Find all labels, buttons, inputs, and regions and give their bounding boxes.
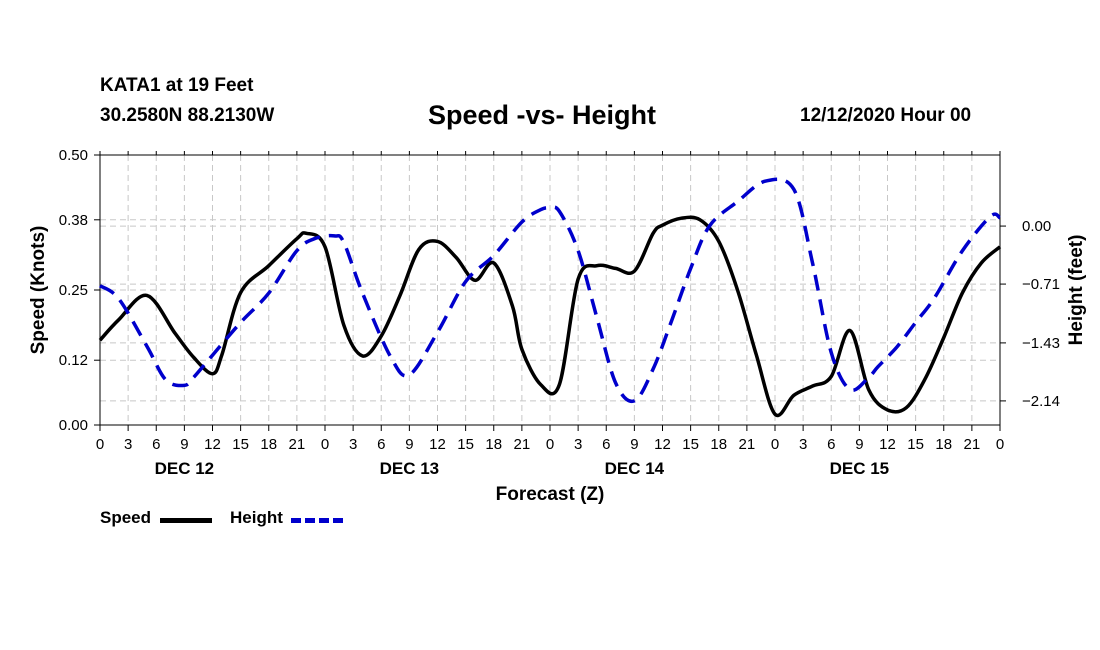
x-tick-label: 21 [289,436,306,453]
x-tick-label: 15 [457,436,474,453]
x-tick-label: 12 [204,436,221,453]
x-tick-label: 9 [855,436,863,453]
station-coordinates: 30.2580N 88.2130W [100,105,275,126]
x-tick-label: 12 [429,436,446,453]
y-right-tick-label: −0.71 [1022,276,1060,293]
axes: 0 3 6 9 12 15 18 21 0 3 6 9 12 15 18 21 0 3 6 9 12 15 18 21 0 3 6 9… [59,147,1060,478]
series [98,177,1002,418]
x-day-label: DEC 12 [155,459,215,478]
y-right-tick-label: −2.14 [1022,393,1060,410]
x-tick-label: 18 [485,436,502,453]
x-tick-label: 15 [232,436,249,453]
x-tick-label: 3 [349,436,357,453]
y-left-tick-label: 0.00 [59,417,88,434]
x-tick-label: 0 [321,436,329,453]
x-tick-label: 0 [996,436,1004,453]
y-left-tick-label: 0.38 [59,212,88,229]
x-tick-label: 18 [710,436,727,453]
y-left-tick-label: 0.50 [59,147,88,164]
legend-speed-label: Speed [100,508,152,527]
x-day-label: DEC 14 [605,459,665,478]
x-tick-label: 0 [546,436,554,453]
y-axis-left-label: Speed (Knots) [28,226,49,355]
x-tick-label: 15 [907,436,924,453]
x-tick-label: 21 [514,436,531,453]
x-tick-label: 12 [879,436,896,453]
x-day-label: DEC 13 [380,459,440,478]
y-left-tick-label: 0.12 [59,352,88,369]
x-day-label: DEC 15 [830,459,890,478]
x-tick-label: 6 [152,436,160,453]
x-tick-label: 18 [260,436,277,453]
x-tick-label: 0 [771,436,779,453]
legend-height-label: Height [230,508,283,527]
x-tick-label: 9 [180,436,188,453]
x-tick-label: 0 [96,436,104,453]
x-tick-label: 21 [739,436,756,453]
x-tick-label: 6 [602,436,610,453]
x-tick-label: 3 [799,436,807,453]
y-right-tick-label: −1.43 [1022,335,1060,352]
x-tick-label: 15 [682,436,699,453]
legend-height-swatch [291,518,343,523]
x-tick-label: 9 [405,436,413,453]
speed-series-line [98,215,1002,418]
x-tick-label: 18 [935,436,952,453]
y-right-tick-label: 0.00 [1022,218,1051,235]
forecast-datetime: 12/12/2020 Hour 00 [800,105,972,126]
x-tick-label: 9 [630,436,638,453]
x-tick-label: 12 [654,436,671,453]
y-axis-right-label: Height (feet) [1066,235,1087,346]
legend-speed-swatch [160,518,212,523]
y-left-tick-label: 0.25 [59,282,88,299]
x-tick-label: 3 [574,436,582,453]
x-axis-label: Forecast (Z) [496,484,605,505]
x-tick-label: 21 [964,436,981,453]
x-tick-label: 6 [827,436,835,453]
station-title: KATA1 at 19 Feet [100,75,254,96]
x-tick-label: 3 [124,436,132,453]
chart-title: Speed -vs- Height [428,100,657,130]
x-tick-label: 6 [377,436,385,453]
height-series-line [98,177,1001,404]
